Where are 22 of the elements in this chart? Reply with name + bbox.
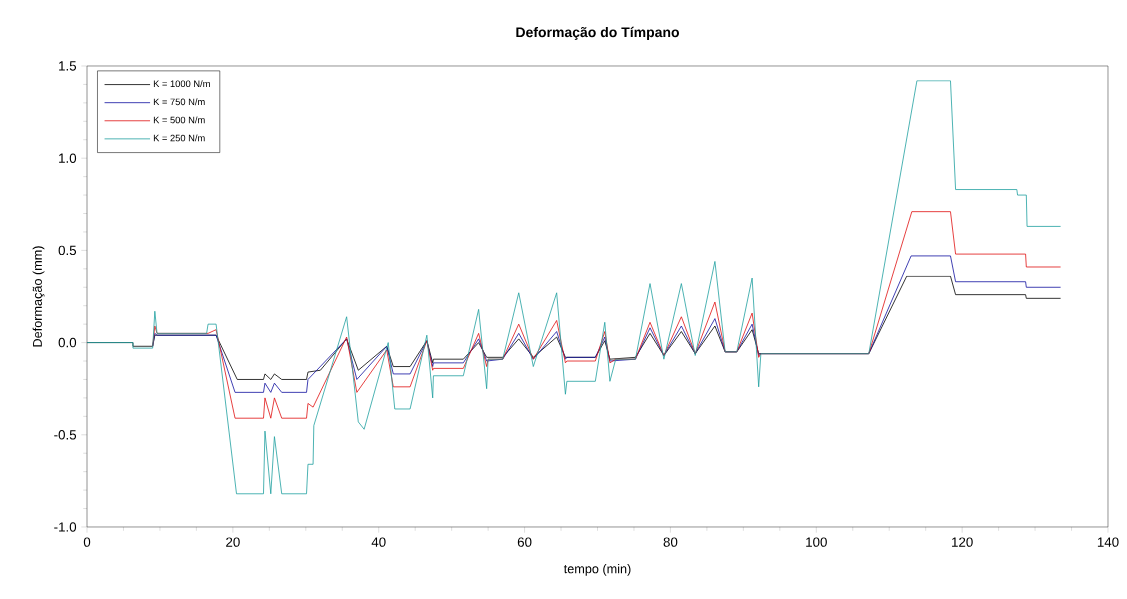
y-tick-label: 1.5	[59, 61, 77, 71]
chart-title: Deformação do Tímpano	[516, 26, 680, 40]
x-tick-label: 40	[371, 537, 386, 547]
y-tick-label: 0.0	[58, 337, 77, 348]
y-tick-label: -1.0	[54, 522, 77, 532]
y-axis-title: Deformação (mm)	[32, 246, 45, 347]
x-tick-label: 20	[226, 537, 240, 547]
x-tick-label: 0	[83, 537, 91, 547]
y-tick-label: 1.0	[59, 153, 77, 163]
y-tick-label: -0.5	[54, 430, 77, 440]
x-tick-label: 80	[663, 537, 678, 547]
legend-label: K = 250 N/m	[153, 134, 205, 142]
x-axis-title: tempo (min)	[563, 563, 631, 576]
line-series	[87, 80, 1061, 495]
y-tick-label: 0.5	[58, 245, 77, 256]
x-tick-label: 120	[952, 537, 973, 547]
x-tick-label: 140	[1097, 537, 1119, 547]
x-tick-label: 100	[806, 537, 827, 547]
legend-label: K = 500 N/m	[153, 116, 205, 124]
legend-label: K = 1000 N/m	[153, 80, 210, 88]
x-tick-label: 60	[517, 537, 532, 547]
legend-label: K = 750 N/m	[153, 98, 205, 106]
